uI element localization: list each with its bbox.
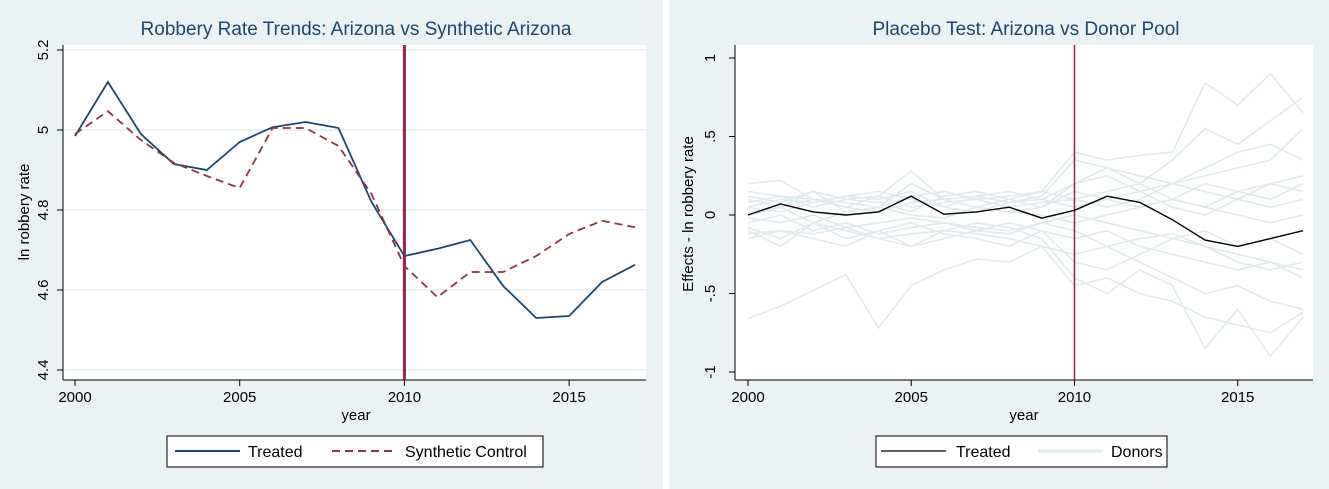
right-chart-panel: Placebo Test: Arizona vs Donor Pool -1 -.…: [669, 0, 1329, 489]
legend-label-treated: Treated: [956, 444, 1011, 461]
x-tick-label: 2005: [895, 389, 928, 406]
x-tick-label: 2015: [1221, 389, 1254, 406]
donor-line: [747, 226, 1304, 334]
legend-label-donors: Donors: [1111, 444, 1163, 461]
donor-line: [747, 221, 1304, 279]
robbery-trends-chart: Robbery Rate Trends: Arizona vs Syntheti…: [16, 19, 646, 468]
donor-line: [747, 96, 1304, 213]
donor-line: [747, 174, 1304, 216]
series-synthetic-control-line: [74, 110, 636, 299]
x-tick-label: 2005: [223, 389, 256, 406]
y-axis-label: Effects - ln robbery rate: [680, 136, 697, 292]
legend: Treated Donors: [875, 435, 1168, 468]
y-axis-label: ln robbery rate: [16, 164, 33, 261]
donor-line: [747, 159, 1304, 213]
legend: Treated Synthetic Control: [166, 435, 544, 468]
x-tick-label: 2010: [388, 389, 421, 406]
y-tick-label: 4.6: [35, 280, 52, 301]
y-tick-label: -1: [702, 365, 719, 378]
donor-line: [747, 175, 1304, 209]
x-tick-label: 2010: [1058, 389, 1091, 406]
donor-line: [747, 198, 1304, 224]
y-tick-label: 4.8: [35, 200, 52, 221]
donor-line: [747, 182, 1304, 213]
legend-label-synthetic: Synthetic Control: [405, 444, 527, 461]
y-tick-label: 0: [702, 211, 719, 219]
series-treated-line: [747, 195, 1304, 248]
x-tick-label: 2000: [58, 389, 91, 406]
chart-title: Robbery Rate Trends: Arizona vs Syntheti…: [141, 19, 572, 40]
x-axis-label: year: [1009, 407, 1038, 424]
y-tick-label: 5.2: [35, 40, 52, 61]
donor-line: [747, 232, 1304, 330]
x-tick-label: 2015: [552, 389, 585, 406]
y-tick-label: 4.4: [35, 360, 52, 381]
donor-line: [747, 214, 1304, 310]
y-tick-label: -.5: [702, 285, 719, 303]
plot-area: [63, 45, 646, 380]
legend-label-treated: Treated: [248, 444, 303, 461]
y-tick-label: 5: [35, 126, 52, 134]
left-chart-panel: Robbery Rate Trends: Arizona vs Syntheti…: [0, 0, 663, 489]
x-axis-label: year: [341, 407, 370, 424]
x-tick-label: 2000: [731, 389, 764, 406]
donor-line: [747, 221, 1304, 358]
chart-title: Placebo Test: Arizona vs Donor Pool: [873, 19, 1180, 40]
y-tick-label: 1: [702, 54, 719, 62]
y-tick-label: .5: [702, 130, 719, 143]
placebo-test-chart: Placebo Test: Arizona vs Donor Pool -1 -.…: [680, 19, 1313, 468]
